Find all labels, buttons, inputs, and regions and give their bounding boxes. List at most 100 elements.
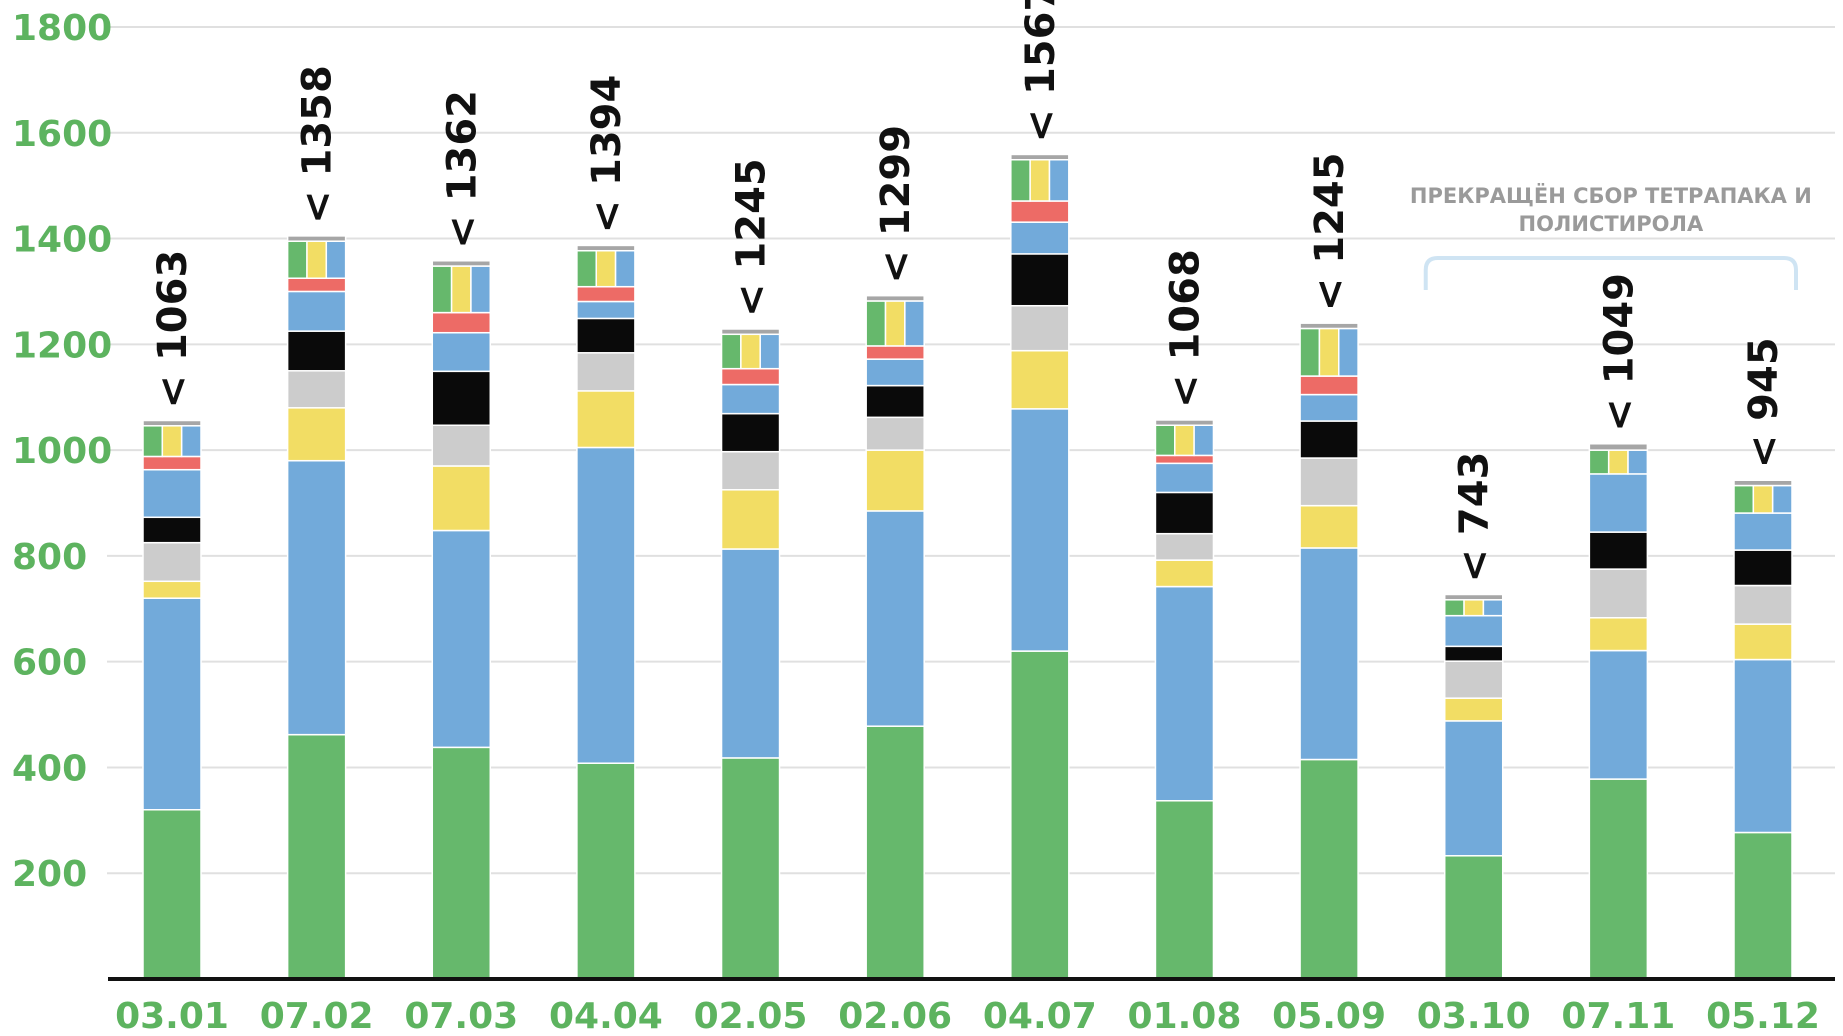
bar-segment [720, 450, 781, 491]
bar-segment [142, 597, 202, 811]
bar-segment [1154, 491, 1215, 535]
bar-segment [1771, 484, 1793, 514]
annotation-text-line-2: ПОЛИСТИРОЛА [1519, 212, 1704, 236]
bar-segment [431, 260, 492, 267]
bar-segment [1154, 462, 1215, 494]
bar-segment [1174, 424, 1195, 457]
bar-stack [1010, 153, 1070, 980]
bar-segment [286, 240, 308, 279]
bar-segment [865, 725, 925, 980]
bar-segment [1299, 547, 1359, 761]
bar-segment [720, 333, 742, 370]
bar-segment [1443, 645, 1504, 662]
bar-segment [865, 510, 925, 727]
bar-segment [306, 240, 328, 279]
bar-segment [1010, 650, 1070, 980]
x-tick-label: 05.12 [1706, 996, 1820, 1036]
bar-segment [1733, 479, 1793, 487]
bar-segment [720, 383, 781, 415]
x-tick-label: 07.11 [1561, 996, 1675, 1036]
bar-segment [865, 358, 925, 387]
bar-segment [1733, 584, 1793, 625]
bar-segment [1733, 623, 1793, 661]
bar-segment [431, 311, 492, 334]
bar-segment [1154, 800, 1215, 980]
total-label: < 1049 [1596, 273, 1642, 432]
bar-segment [865, 300, 887, 347]
bar-segment [1588, 649, 1649, 780]
bar-stack [1154, 419, 1215, 980]
bar-segment [1443, 599, 1465, 617]
bar-segment [1588, 531, 1649, 570]
bar-segment [1154, 559, 1215, 588]
x-tick-label: 04.04 [549, 996, 663, 1036]
bar-segment [865, 384, 925, 419]
bar-segment [1299, 457, 1359, 507]
bar-segment [286, 290, 347, 332]
bar-segment [470, 265, 492, 314]
y-tick-label: 1000 [12, 431, 112, 472]
bar-segment [142, 419, 202, 427]
total-label: < 1394 [584, 75, 630, 234]
bar-segment [1463, 599, 1485, 617]
bar-stack [720, 328, 781, 980]
bar-segment [161, 425, 183, 458]
x-tick-label: 02.05 [694, 996, 808, 1036]
bar-segment [1733, 831, 1793, 980]
bar-segment [1588, 568, 1649, 619]
bar-segment [286, 330, 347, 372]
bar-segment [1154, 532, 1215, 561]
total-label: < 743 [1452, 452, 1498, 583]
bar-segment [286, 235, 347, 242]
bar-segment [1299, 393, 1359, 422]
y-tick-label: 200 [12, 854, 87, 895]
bar-segment [142, 455, 202, 471]
bar-segment [576, 352, 636, 392]
y-tick-label: 1800 [12, 8, 112, 49]
bar-segment [142, 425, 164, 458]
bar-segment [431, 331, 492, 373]
bar-segment [865, 449, 925, 512]
bar-segment [1010, 253, 1070, 307]
bar-segment [1588, 443, 1649, 451]
bar-segment [1443, 855, 1504, 980]
bar-segment [286, 459, 347, 736]
annotation-text-line-1: ПРЕКРАЩЁН СБОР ТЕТРАПАКА И [1410, 183, 1812, 208]
x-tick-label: 02.06 [838, 996, 952, 1036]
bar-segment [1010, 153, 1070, 161]
bar-segment [431, 424, 492, 467]
bar-segment [720, 412, 781, 453]
annotation-bracket [1423, 256, 1798, 290]
total-label: < 1362 [439, 90, 485, 249]
bar-segment [325, 240, 347, 279]
bar-segment [1588, 449, 1610, 475]
total-label: < 1245 [729, 158, 775, 317]
bar-segment [865, 345, 925, 360]
bar-segment [1299, 327, 1321, 377]
bar-segment [1443, 697, 1504, 722]
bar-segment [1010, 200, 1070, 223]
bar-segment [1299, 322, 1359, 330]
bar-segment [1154, 585, 1215, 802]
bar-segment [142, 541, 202, 583]
bar-segment [1299, 758, 1359, 980]
bar-segment [1010, 304, 1070, 352]
y-tick-label: 400 [12, 748, 87, 789]
bar-segment [740, 333, 761, 370]
bar-segment [576, 317, 636, 354]
bar-segment [286, 370, 347, 409]
total-label: < 1567 [1018, 0, 1064, 142]
bar-segment [1154, 424, 1176, 457]
bar-segment [1299, 420, 1359, 459]
bar-segment [720, 328, 781, 336]
bar-segment [431, 465, 492, 532]
total-labels: < 1063 < 1358 < 1362 < 1394 < 1245 < 1299 < 15… [150, 0, 1787, 582]
bar-segment [595, 249, 617, 288]
bar-segment [720, 367, 781, 386]
bar-segment [576, 446, 636, 764]
bar-segment [1607, 449, 1629, 475]
bar-segment [1010, 221, 1070, 255]
bar-segment [904, 300, 925, 347]
bar-segment [1010, 408, 1070, 652]
